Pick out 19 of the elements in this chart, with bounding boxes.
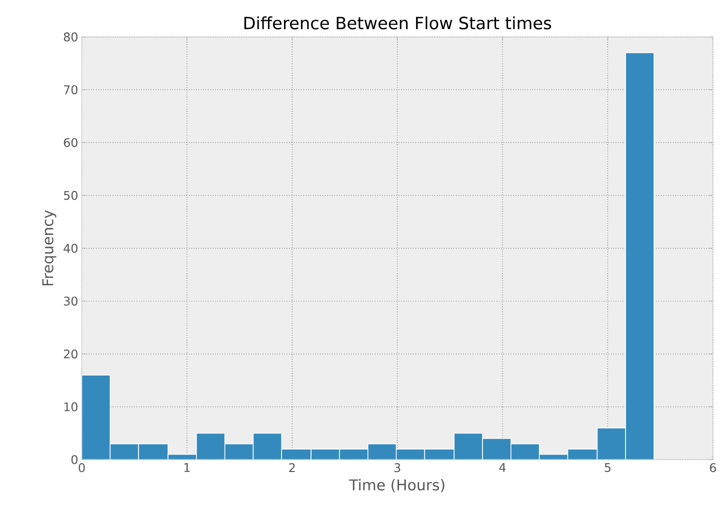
y-tick-label: 0 bbox=[71, 454, 78, 464]
x-tick-label: 3 bbox=[394, 462, 400, 472]
y-axis-title: Frequency bbox=[42, 210, 56, 286]
x-tick-label: 4 bbox=[499, 462, 506, 472]
y-tick-label: 10 bbox=[64, 402, 78, 412]
x-axis-title: Time (Hours) bbox=[349, 478, 444, 492]
y-tick-label: 50 bbox=[64, 190, 78, 200]
y-tick-label: 60 bbox=[64, 138, 78, 147]
x-tick-label: 1 bbox=[184, 462, 190, 472]
y-tick-label: 40 bbox=[64, 244, 78, 253]
x-tick-label: 6 bbox=[710, 462, 716, 472]
x-tick-label: 2 bbox=[289, 462, 295, 472]
y-tick-label: 80 bbox=[64, 32, 78, 42]
y-tick-label: 30 bbox=[64, 296, 78, 306]
x-tick-label: 0 bbox=[78, 462, 85, 472]
chart-title: Difference Between Flow Start times bbox=[244, 16, 552, 30]
x-tick-label: 5 bbox=[604, 462, 610, 472]
y-tick-label: 70 bbox=[64, 85, 78, 94]
y-tick-label: 20 bbox=[64, 349, 78, 358]
